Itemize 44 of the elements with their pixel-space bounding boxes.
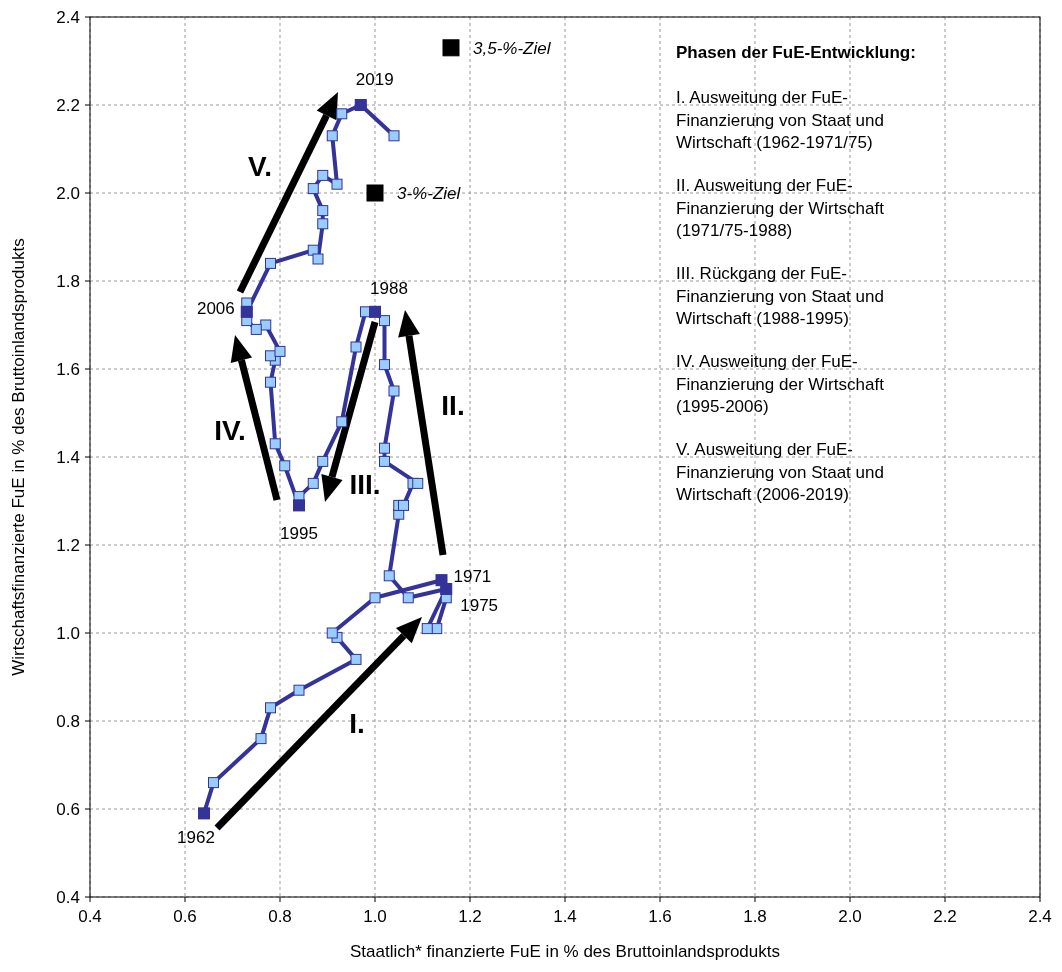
y-tick-label: 2.2 — [56, 96, 80, 115]
annotation: II. — [441, 390, 465, 421]
annotation: 1975 — [460, 596, 499, 615]
annotation: 1971 — [453, 567, 492, 587]
annotation: V. — [248, 151, 272, 182]
annotation: 2019 — [355, 70, 394, 89]
y-tick-label: 2.0 — [56, 184, 80, 203]
y-tick-label: 1.8 — [56, 272, 80, 291]
x-tick-label: 1.6 — [648, 907, 672, 926]
annotation: 1988 — [370, 278, 408, 298]
x-tick-label: 1.4 — [553, 907, 577, 926]
annotation: IV. Ausweitung der FuE- Finanzierung der Wirtschaft (1995-2006) — [676, 352, 885, 416]
x-tick-label: 2.0 — [838, 907, 862, 926]
x-axis-title: Staatlich* finanzierte FuE in % des Bruttoinlandsprodukts — [350, 942, 780, 961]
annotation: II. Ausweitung der FuE- Finanzierung der Wirtschaft (1971/75-1988) — [676, 176, 885, 240]
annotation: IV. — [214, 415, 246, 446]
x-tick-label: 0.6 — [173, 907, 197, 926]
y-axis-title: Wirtschaftsfinanzierte FuE in % des Bruttoinlandsprodukts — [9, 238, 28, 676]
x-tick-label: 1.0 — [363, 907, 387, 926]
y-tick-label: 1.0 — [56, 624, 80, 643]
annotation: 3,5-%-Ziel — [473, 38, 552, 58]
y-tick-label: 1.4 — [56, 448, 80, 467]
annotation: V. Ausweitung der FuE- Finanzierung von Staat und Wirtschaft (2006-2019) — [676, 440, 884, 504]
x-tick-label: 1.8 — [743, 907, 767, 926]
annotation: 3-%-Ziel — [397, 184, 462, 203]
x-tick-label: 0.4 — [78, 907, 102, 926]
y-tick-label: 1.2 — [56, 536, 80, 555]
annotation: III. — [349, 469, 381, 500]
annotation: III. Rückgang der FuE- Finanzierung von Staat und Wirtschaft (1988-1995) — [676, 264, 884, 328]
y-tick-label: 0.6 — [56, 800, 80, 819]
x-tick-label: 2.4 — [1028, 907, 1052, 926]
y-tick-label: 2.4 — [56, 8, 80, 27]
y-tick-label: 0.4 — [56, 888, 80, 907]
x-tick-label: 2.2 — [933, 907, 957, 926]
x-tick-label: 1.2 — [458, 907, 482, 926]
annotation: 1962 — [177, 828, 215, 848]
y-tick-label: 1.6 — [56, 360, 80, 379]
annotation: I. — [349, 708, 365, 739]
annotation: 2006 — [196, 298, 235, 318]
annotation: I. Ausweitung der FuE- Finanzierung von Staat und Wirtschaft (1962-1971/75) — [676, 88, 884, 152]
annotation: 1995 — [280, 524, 318, 544]
x-tick-label: 0.8 — [268, 907, 292, 926]
annotation: Phasen der FuE-Entwicklung: — [676, 43, 916, 62]
y-tick-label: 0.8 — [56, 712, 80, 731]
